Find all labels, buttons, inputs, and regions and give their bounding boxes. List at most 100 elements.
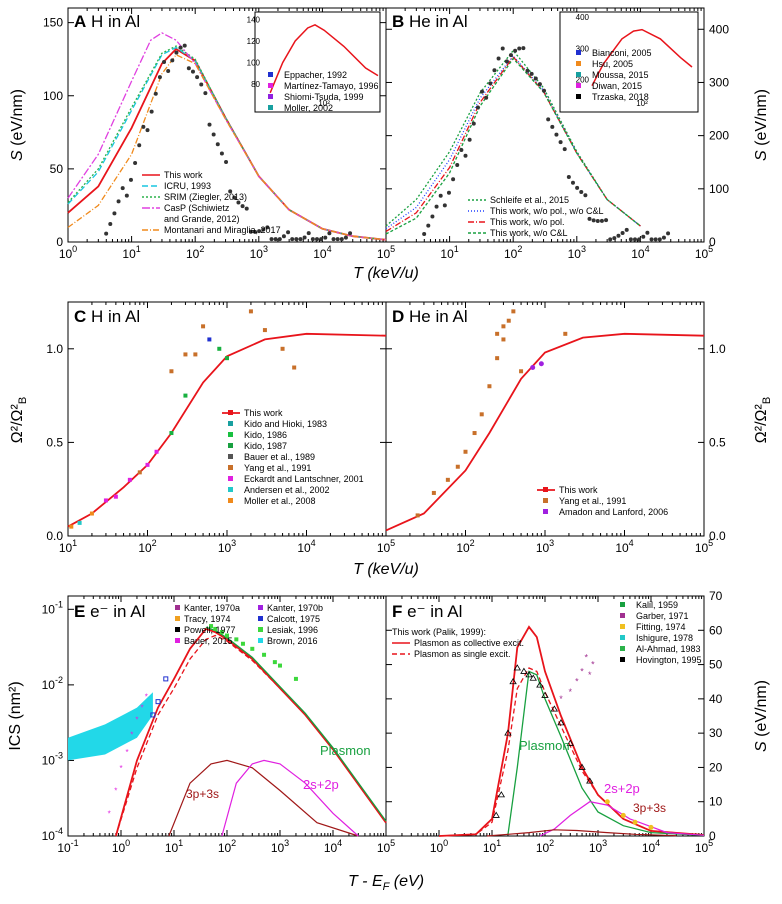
data-point-f-hovington — [525, 671, 533, 678]
series-line-e-plasmon — [205, 626, 387, 822]
x-axis-label-top: T (keV/u) — [353, 265, 419, 282]
x-tick-label: 102 — [456, 538, 474, 555]
x-tick-exp: 4 — [629, 538, 634, 548]
data-point-b — [542, 88, 547, 93]
x-tick-label: 101 — [165, 838, 183, 855]
data-point-c — [262, 328, 267, 333]
legend-b-inset-label: Moussa, 2015 — [592, 70, 649, 80]
x-tick-label: 105 — [377, 244, 395, 261]
legend-c-label: Moller et al., 2008 — [244, 496, 316, 506]
legend-b-inset-label: Bianconi, 2005 — [592, 48, 652, 58]
data-point-b — [508, 53, 513, 58]
data-point-b — [628, 237, 633, 242]
legend-d-label: Amadon and Lanford, 2006 — [559, 507, 668, 517]
data-point-c — [217, 346, 222, 351]
data-point-f-garber: * — [559, 694, 563, 704]
data-point-d — [431, 490, 436, 495]
y-tick-label: 100 — [43, 89, 63, 103]
data-point-f-hovington — [557, 719, 565, 726]
x-tick-exp: 0 — [72, 244, 77, 254]
data-point-f-garber: * — [584, 653, 588, 663]
data-point-a — [302, 235, 307, 240]
legend-a-label: This work — [164, 170, 203, 180]
x-tick-exp: 4 — [311, 538, 316, 548]
legend-c-label: Yang et al., 1991 — [244, 463, 311, 473]
data-point-d — [501, 337, 506, 342]
data-point-b — [525, 68, 530, 73]
data-point-b — [661, 235, 666, 240]
data-point-d-amadon — [538, 361, 544, 367]
legend-e-swatch — [175, 605, 180, 610]
data-point-f-fitting — [620, 812, 626, 818]
data-point-b — [500, 46, 505, 51]
x-tick-exp: 4 — [327, 244, 332, 254]
series-line-f-plasmon — [507, 670, 705, 836]
data-point-a — [133, 160, 138, 165]
data-point-f-garber: * — [580, 666, 584, 676]
legend-e-label: Bauer, 2015 — [184, 636, 233, 646]
legend-d-label: This work — [559, 485, 598, 495]
data-point-c — [169, 369, 174, 374]
data-point-d — [463, 449, 468, 454]
data-point-b — [459, 148, 464, 153]
y-tick-label: 0.0 — [709, 529, 726, 543]
legend-f2-label: Garber, 1971 — [636, 611, 689, 621]
data-point-f-hovington — [520, 667, 528, 674]
data-point-b — [463, 153, 468, 158]
x-tick-exp: 5 — [708, 244, 713, 254]
data-point-a — [314, 237, 319, 242]
annot-3p3s-e: 3p+3s — [186, 787, 219, 801]
data-point-c — [154, 449, 159, 454]
panel-b-frame — [385, 7, 705, 243]
x-tick-label: 101 — [440, 244, 458, 261]
data-point-f-hovington — [504, 729, 512, 736]
data-point-b — [624, 227, 629, 232]
inset-b-ytick: 200 — [576, 75, 590, 84]
data-point-a — [310, 237, 315, 242]
data-point-a — [124, 193, 129, 198]
x-tick-label: 104 — [615, 538, 633, 555]
data-point-b — [546, 117, 551, 122]
data-point-c — [201, 324, 206, 329]
data-point-b — [566, 174, 571, 179]
legend-f-label: Plasmon as single excit. — [414, 649, 511, 659]
y-label-c: Ω²/Ω²B — [9, 397, 29, 443]
data-point-b — [666, 231, 671, 236]
legend-b-inset-label: Trzaska, 2018 — [592, 92, 649, 102]
data-point-a — [190, 69, 195, 74]
panel-e-title: E e⁻ in Al — [74, 602, 145, 621]
data-point-e-bauer: * — [108, 809, 111, 818]
data-point-f-hovington — [529, 674, 537, 681]
x-tick-exp: 2 — [517, 244, 522, 254]
x-tick-exp: 5 — [390, 838, 395, 848]
legend-f2-swatch — [620, 635, 625, 640]
legend-a-label: ICRU, 1993 — [164, 181, 211, 191]
y-tick-label: 60 — [709, 623, 723, 637]
x-tick-label: 101 — [122, 244, 140, 261]
legend-b-inset-swatch — [576, 50, 581, 55]
x-tick-exp: 3 — [231, 538, 236, 548]
legend-e-label: Kanter, 1970b — [267, 603, 323, 613]
data-point-d — [511, 309, 516, 314]
x-tick-exp: 2 — [470, 538, 475, 548]
legend-c-label: Eckardt and Lantschner, 2001 — [244, 474, 364, 484]
data-point-d — [455, 464, 460, 469]
legend-e-swatch — [258, 638, 263, 643]
inset-a-ytick: 100 — [247, 59, 261, 68]
legend-c-swatch — [228, 498, 233, 503]
inset-b-xlabel: 10² — [636, 99, 648, 108]
data-point-b — [645, 230, 650, 235]
data-point-f-garber: * — [588, 670, 592, 680]
data-point-e-bauer: * — [141, 704, 144, 713]
x-tick-label: 104 — [297, 538, 315, 555]
legend-a-label: Montanari and Miraglia, 2017 — [164, 225, 281, 235]
data-point-a — [215, 142, 220, 147]
y-tick-label: 10-2 — [42, 675, 63, 692]
x-tick-label: 100 — [112, 838, 130, 855]
x-tick-label: 104 — [313, 244, 331, 261]
x-tick-exp: 2 — [231, 838, 236, 848]
data-point-a — [186, 66, 191, 71]
annot-2s2p-e: 2s+2p — [303, 777, 339, 792]
data-point-b — [480, 89, 485, 94]
y-tick-label: 400 — [709, 22, 729, 36]
